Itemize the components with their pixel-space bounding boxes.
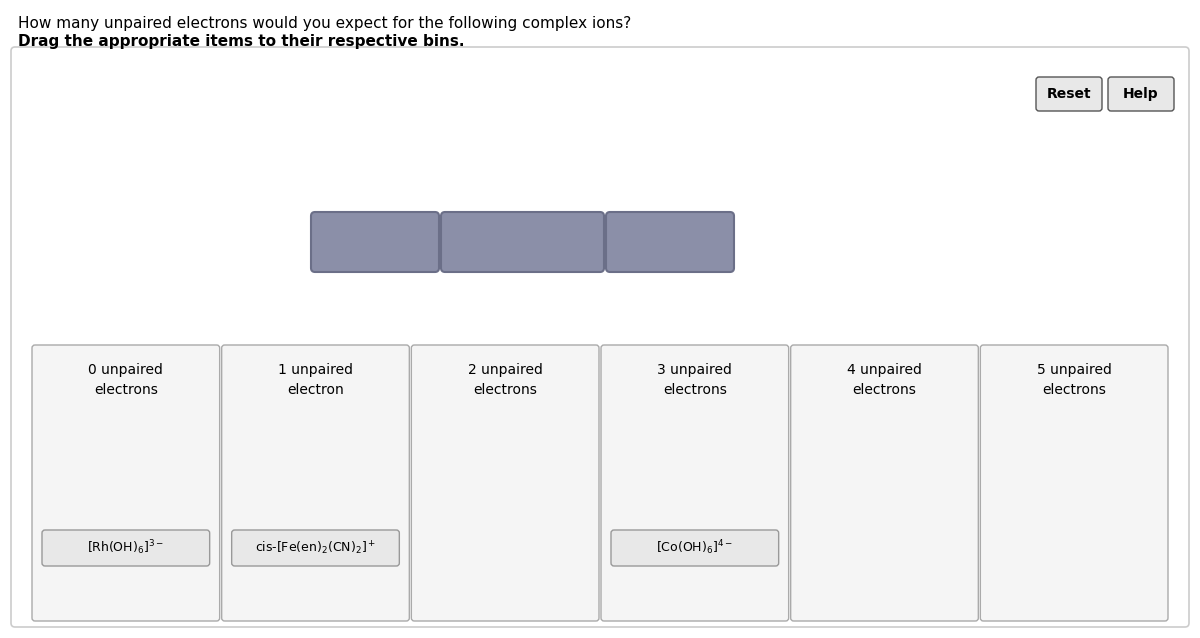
- FancyBboxPatch shape: [42, 530, 210, 566]
- FancyBboxPatch shape: [32, 345, 220, 621]
- Text: How many unpaired electrons would you expect for the following complex ions?: How many unpaired electrons would you ex…: [18, 16, 631, 31]
- FancyBboxPatch shape: [1108, 77, 1174, 111]
- Text: 5 unpaired
electrons: 5 unpaired electrons: [1037, 363, 1111, 396]
- Text: 2 unpaired
electrons: 2 unpaired electrons: [468, 363, 542, 396]
- FancyBboxPatch shape: [606, 212, 734, 272]
- FancyBboxPatch shape: [11, 47, 1189, 627]
- Text: 4 unpaired
electrons: 4 unpaired electrons: [847, 363, 922, 396]
- Text: Reset: Reset: [1046, 87, 1091, 101]
- Text: 1 unpaired
electron: 1 unpaired electron: [278, 363, 353, 396]
- Text: Help: Help: [1123, 87, 1159, 101]
- FancyBboxPatch shape: [791, 345, 978, 621]
- FancyBboxPatch shape: [601, 345, 788, 621]
- Text: 0 unpaired
electrons: 0 unpaired electrons: [89, 363, 163, 396]
- FancyBboxPatch shape: [1036, 77, 1102, 111]
- Text: cis-[Fe(en)$_2$(CN)$_2$]$^+$: cis-[Fe(en)$_2$(CN)$_2$]$^+$: [254, 539, 376, 557]
- Text: [Rh(OH)$_6$]$^{3-}$: [Rh(OH)$_6$]$^{3-}$: [88, 538, 164, 558]
- Text: Drag the appropriate items to their respective bins.: Drag the appropriate items to their resp…: [18, 34, 464, 49]
- FancyBboxPatch shape: [232, 530, 400, 566]
- Text: 3 unpaired
electrons: 3 unpaired electrons: [658, 363, 732, 396]
- FancyBboxPatch shape: [442, 212, 604, 272]
- FancyBboxPatch shape: [611, 530, 779, 566]
- FancyBboxPatch shape: [311, 212, 439, 272]
- Text: [Co(OH)$_6$]$^{4-}$: [Co(OH)$_6$]$^{4-}$: [656, 538, 733, 558]
- FancyBboxPatch shape: [222, 345, 409, 621]
- FancyBboxPatch shape: [980, 345, 1168, 621]
- FancyBboxPatch shape: [412, 345, 599, 621]
